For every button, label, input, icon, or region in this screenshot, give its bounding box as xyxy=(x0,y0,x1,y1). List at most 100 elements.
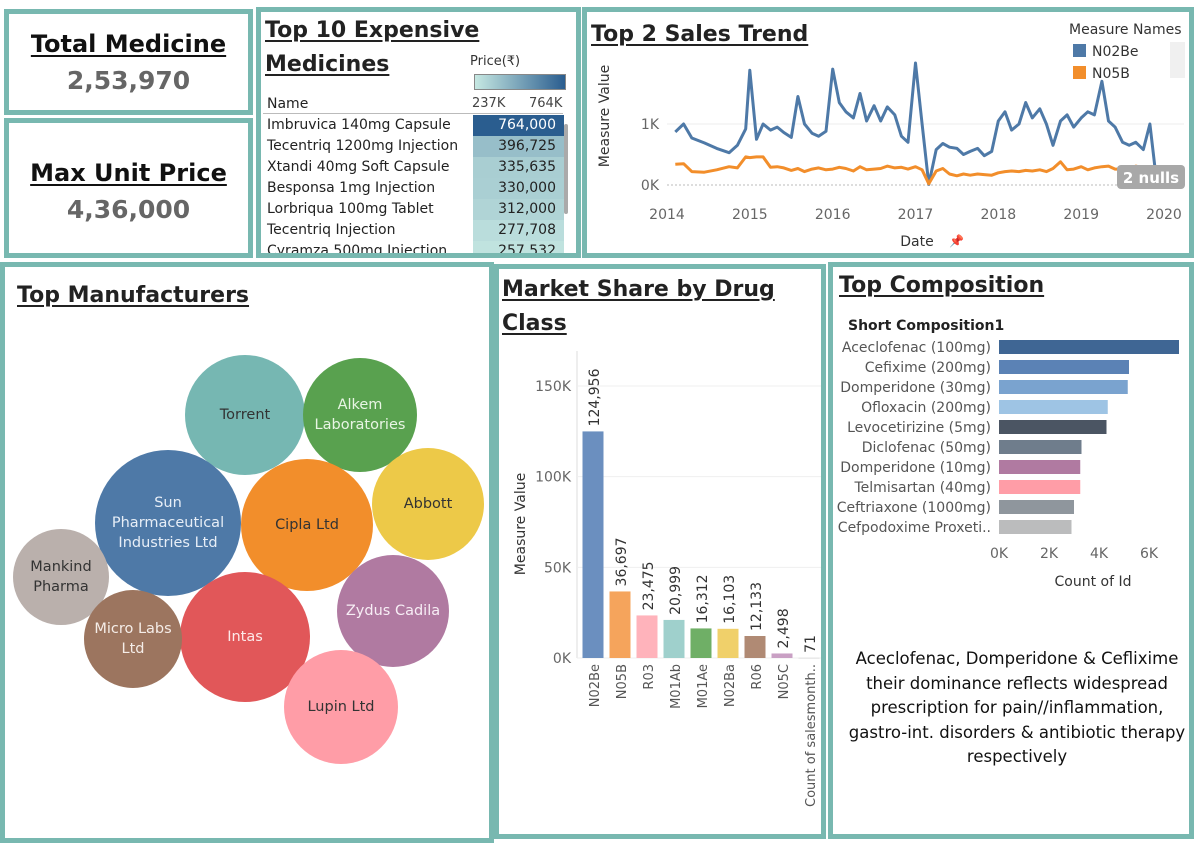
bar-value-label: 20,999 xyxy=(668,566,684,615)
table-row[interactable]: Besponsa 1mg Injection 330,000 xyxy=(261,178,566,199)
legend-scroll-handle[interactable] xyxy=(1170,42,1185,78)
composition-label: Domperidone (30mg) xyxy=(840,380,991,396)
bar-value-label: 23,475 xyxy=(641,561,657,610)
composition-bar[interactable] xyxy=(999,380,1128,394)
bar-M01Ab[interactable] xyxy=(663,619,685,658)
manufacturer-bubble[interactable]: Abbott xyxy=(372,448,484,560)
manufacturer-bubble[interactable]: Cipla Ltd xyxy=(241,459,373,591)
table-row[interactable]: Xtandi 40mg Soft Capsule 335,635 xyxy=(261,157,566,178)
bar-N05B[interactable] xyxy=(609,591,631,658)
x-tick-label: 2020 xyxy=(1146,207,1182,223)
market-share-title-line2: Class xyxy=(502,311,567,336)
composition-bar[interactable] xyxy=(999,340,1179,354)
composition-label: Cefpodoxime Proxeti.. xyxy=(838,520,991,536)
composition-bar[interactable] xyxy=(999,400,1108,414)
y-axis-label: Measure Value xyxy=(597,65,613,167)
composition-note: Aceclofenac, Domperidone & Ceflixime the… xyxy=(848,649,1186,766)
manufacturer-bubble[interactable]: Torrent xyxy=(185,355,305,475)
medicine-name: Tecentriq 1200mg Injection xyxy=(267,138,459,154)
market-share-chart: Measure Value 0K 50K 100K 150K 124,956 N02Be 36… xyxy=(513,351,821,807)
legend-label[interactable]: N05B xyxy=(1092,66,1130,82)
manufacturer-bubble[interactable]: Intas xyxy=(180,572,310,702)
manufacturers-bubble-chart: Torrent Alkem Laboratories Sun Pharmaceuti… xyxy=(5,267,489,838)
medicine-name: Tecentriq Injection xyxy=(267,222,396,238)
composition-bar[interactable] xyxy=(999,500,1074,514)
medicine-price: 312,000 xyxy=(473,199,564,220)
series-line-N02Be[interactable] xyxy=(674,61,1158,186)
y-axis-label: Measure Value xyxy=(513,473,529,575)
manufacturer-bubble[interactable]: Alkem Laboratories xyxy=(303,358,417,472)
table-col-header-name: Name xyxy=(267,96,309,112)
table-scrollbar[interactable] xyxy=(564,124,568,214)
legend-label[interactable]: N02Be xyxy=(1092,44,1139,60)
manufacturer-bubble[interactable]: Sun Pharmaceutical Industries Ltd xyxy=(95,450,241,596)
composition-bar[interactable] xyxy=(999,480,1081,494)
composition-label: Cefixime (200mg) xyxy=(865,360,991,376)
bar-N05C[interactable] xyxy=(771,653,793,658)
table-row[interactable]: Cyramza 500mg Injection 257,532 xyxy=(261,241,566,253)
expensive-title-line2: Medicines xyxy=(265,52,390,77)
sales-trend-panel: Top 2 Sales Trend Measure Value Date 📌 0K 1K… xyxy=(582,7,1194,258)
sales-trend-title: Top 2 Sales Trend xyxy=(591,22,809,47)
x-tick-label: 2018 xyxy=(981,207,1017,223)
x-category-label: N05B xyxy=(615,664,630,699)
medicine-name: Lorbriqua 100mg Tablet xyxy=(267,201,434,217)
manufacturers-title: Top Manufacturers xyxy=(17,283,250,308)
bar-Count of salesmonth..[interactable] xyxy=(798,657,820,659)
x-tick-label: 2016 xyxy=(815,207,851,223)
kpi-max-unit-price-card: Max Unit Price 4,36,000 xyxy=(4,118,253,258)
legend-swatch[interactable] xyxy=(1073,66,1086,79)
manufacturer-bubble[interactable]: Lupin Ltd xyxy=(284,650,398,764)
composition-label: Ceftriaxone (1000mg) xyxy=(837,500,991,516)
composition-bar[interactable] xyxy=(999,360,1129,374)
bar-R06[interactable] xyxy=(744,635,766,658)
x-axis-label: Count of Id xyxy=(1055,574,1132,590)
bar-value-label: 12,133 xyxy=(749,582,765,631)
kpi-total-medicine-label: Total Medicine xyxy=(30,30,227,58)
medicine-name: Besponsa 1mg Injection xyxy=(267,180,436,196)
x-category-label: N02Be xyxy=(588,664,603,707)
y-tick-label: 1K xyxy=(641,117,660,133)
expensive-title-line1: Top 10 Expensive xyxy=(265,18,480,43)
x-tick-label: 2K xyxy=(1040,546,1059,562)
medicine-price: 330,000 xyxy=(473,178,564,199)
bar-R03[interactable] xyxy=(636,615,658,658)
kpi-total-medicine-value: 2,53,970 xyxy=(66,66,191,95)
market-share-panel: Market Share by Drug Class Measure Value… xyxy=(494,264,826,839)
manufacturer-bubble[interactable]: Micro Labs Ltd xyxy=(84,590,182,688)
series-line-N05B[interactable] xyxy=(675,155,1157,186)
x-category-label: N05C xyxy=(777,664,792,699)
legend-title: Measure Names xyxy=(1069,22,1182,38)
legend-swatch[interactable] xyxy=(1073,44,1086,57)
y-tick-label: 0K xyxy=(553,651,572,667)
kpi-max-unit-price-label: Max Unit Price xyxy=(30,159,227,187)
table-row[interactable]: Lorbriqua 100mg Tablet 312,000 xyxy=(261,199,566,220)
medicine-name: Xtandi 40mg Soft Capsule xyxy=(267,159,450,175)
composition-bar[interactable] xyxy=(999,460,1081,474)
kpi-total-medicine-card: Total Medicine 2,53,970 xyxy=(4,9,253,115)
table-row[interactable]: Tecentriq Injection 277,708 xyxy=(261,220,566,241)
price-legend-max: 764K xyxy=(529,96,563,111)
x-tick-label: 6K xyxy=(1140,546,1159,562)
composition-label: Aceclofenac (100mg) xyxy=(842,340,991,356)
x-category-label: N02Ba xyxy=(723,664,738,707)
nulls-badge[interactable] xyxy=(1117,165,1185,189)
medicine-price: 764,000 xyxy=(473,115,564,136)
bar-N02Be[interactable] xyxy=(582,431,604,658)
composition-bar[interactable] xyxy=(999,420,1107,434)
composition-label: Domperidone (10mg) xyxy=(840,460,991,476)
composition-bar[interactable] xyxy=(999,440,1082,454)
manufacturer-bubble[interactable]: Zydus Cadila xyxy=(337,555,449,667)
x-category-label: M01Ae xyxy=(696,664,711,708)
bar-M01Ae[interactable] xyxy=(690,628,712,658)
x-category-label: R03 xyxy=(642,664,657,690)
composition-bar[interactable] xyxy=(999,520,1072,534)
y-tick-label: 150K xyxy=(535,379,572,395)
bar-N02Ba[interactable] xyxy=(717,628,739,658)
y-tick-label: 100K xyxy=(535,470,572,486)
table-row[interactable]: Imbruvica 140mg Capsule 764,000 xyxy=(261,115,566,136)
medicine-price: 396,725 xyxy=(473,136,564,157)
table-row[interactable]: Tecentriq 1200mg Injection 396,725 xyxy=(261,136,566,157)
composition-col-header: Short Composition1 xyxy=(848,318,1004,334)
y-tick-label: 0K xyxy=(641,178,660,194)
